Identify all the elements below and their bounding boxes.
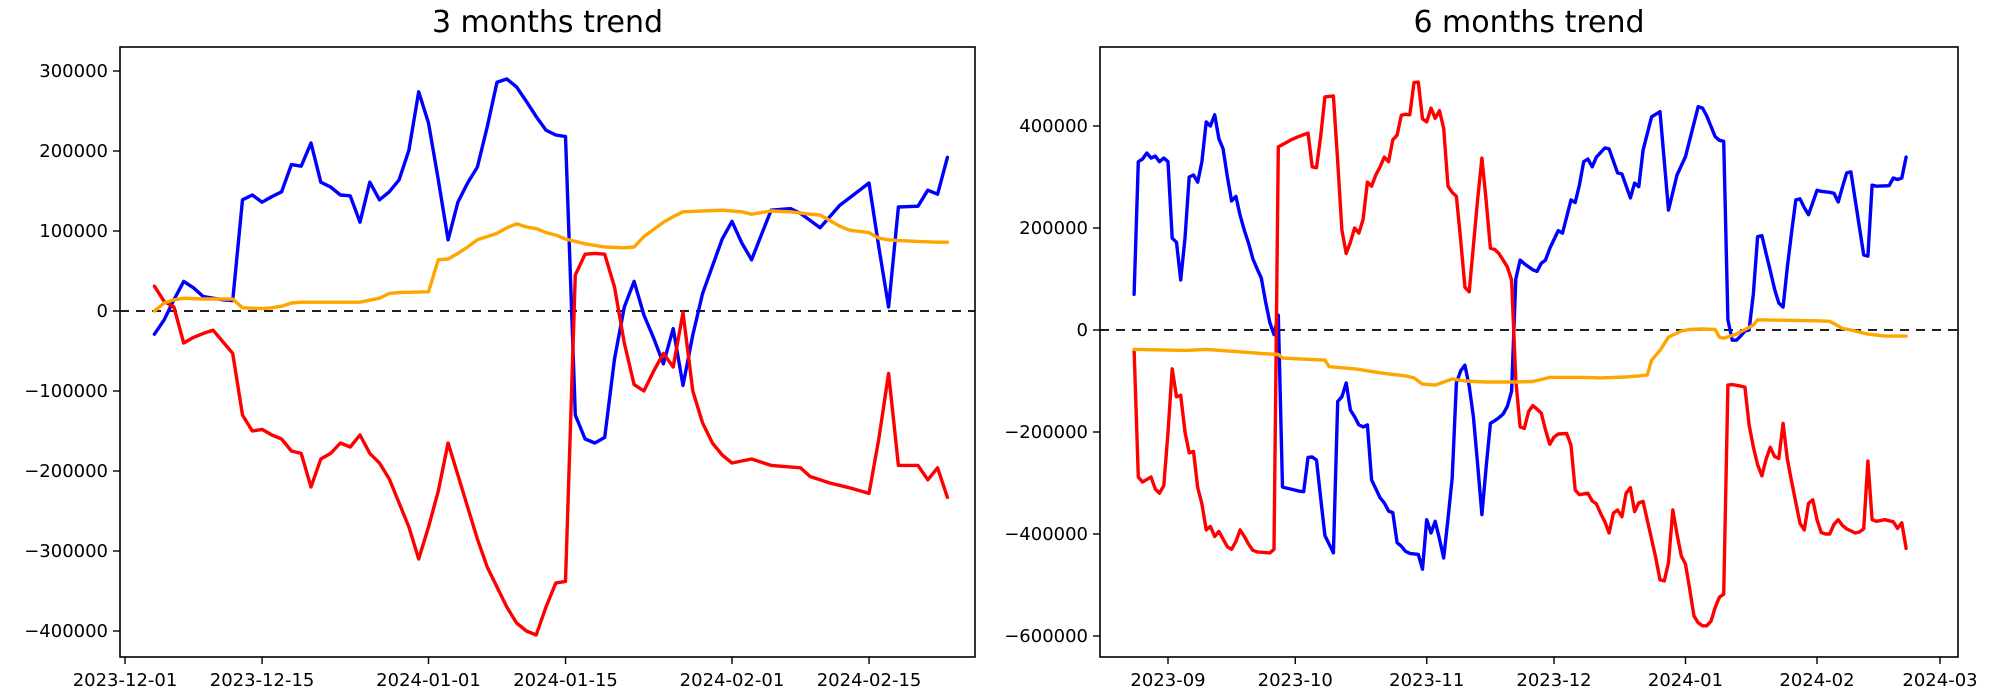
x-tick-label: 2024-01-15 xyxy=(513,670,618,691)
y-tick-label: −600000 xyxy=(1004,626,1088,647)
chart-title-3-months-trend: 3 months trend xyxy=(431,5,664,40)
x-tick-label: 2024-02 xyxy=(1779,670,1854,691)
x-tick-label: 2023-12 xyxy=(1516,670,1591,691)
plot-border xyxy=(1099,46,1959,658)
blue-series-line xyxy=(1132,104,1908,571)
chart-title-6-months-trend: 6 months trend xyxy=(1413,5,1645,40)
blue-series-line xyxy=(152,77,950,445)
x-tick-label: 2023-09 xyxy=(1130,670,1205,691)
y-tick-label: 0 xyxy=(1077,320,1088,341)
x-tick-label: 2024-01-01 xyxy=(376,670,481,691)
y-tick-label: −400000 xyxy=(1004,524,1088,545)
x-tick-label: 2024-03 xyxy=(1902,670,1977,691)
y-tick-label: 400000 xyxy=(1019,116,1088,137)
x-tick-label: 2023-12-15 xyxy=(210,670,315,691)
orange-series-line xyxy=(1132,318,1908,387)
x-tick-label: 2024-02-15 xyxy=(817,670,922,691)
red-series-line xyxy=(152,251,950,637)
orange-series-line xyxy=(152,208,950,313)
x-tick-label: 2024-01 xyxy=(1648,670,1723,691)
red-series-line xyxy=(1132,80,1908,628)
y-tick-label: 0 xyxy=(97,301,108,322)
y-tick-label: −200000 xyxy=(1004,422,1088,443)
x-tick-label: 2024-02-01 xyxy=(680,670,785,691)
y-tick-label: −300000 xyxy=(24,541,108,562)
y-tick-label: 100000 xyxy=(39,221,108,242)
y-tick-label: −400000 xyxy=(24,621,108,642)
x-tick-label: 2023-10 xyxy=(1258,670,1333,691)
y-tick-label: 300000 xyxy=(39,61,108,82)
x-tick-label: 2023-11 xyxy=(1389,670,1464,691)
x-tick-label: 2023-12-01 xyxy=(73,670,178,691)
y-tick-label: 200000 xyxy=(1019,218,1088,239)
y-tick-label: 200000 xyxy=(39,141,108,162)
y-tick-label: −200000 xyxy=(24,461,108,482)
y-tick-label: −100000 xyxy=(24,381,108,402)
plot-border xyxy=(119,46,976,658)
